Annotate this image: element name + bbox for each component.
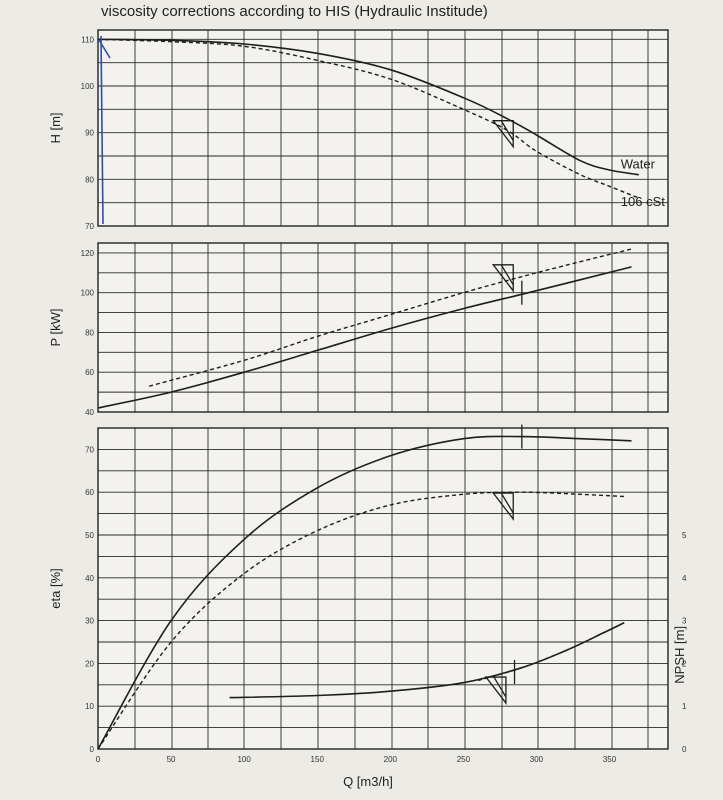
x-tick-label: 100 — [237, 755, 251, 764]
operating-point-triangle — [491, 120, 514, 149]
head-series-0-line — [97, 38, 639, 176]
y2-tick-label: 0 — [682, 745, 687, 754]
efficiency-y2-axis-title: NPSH [m] — [672, 626, 687, 684]
y2-tick-label: 3 — [682, 617, 687, 626]
y-tick-label: 0 — [90, 745, 95, 754]
x-axis-title: Q [m3/h] — [343, 774, 393, 789]
efficiency-series-3-line — [477, 622, 625, 682]
efficiency-series-0-line — [97, 435, 632, 750]
y2-tick-label: 2 — [682, 659, 687, 668]
x-tick-label: 50 — [167, 755, 176, 764]
pen-mark — [98, 35, 111, 225]
y-tick-label: 100 — [81, 289, 95, 298]
x-tick-label: 200 — [384, 755, 398, 764]
y-tick-label: 80 — [85, 328, 94, 337]
y-tick-label: 30 — [85, 617, 94, 626]
y-tick-label: 80 — [85, 175, 94, 184]
y-tick-label: 60 — [85, 488, 94, 497]
y-tick-label: 100 — [81, 82, 95, 91]
head-panel: 70 80 90 100 110 H [m] Water 106 cSt — [48, 29, 669, 231]
series-label: Water — [621, 157, 656, 172]
y-tick-label: 40 — [85, 408, 94, 417]
power-series-1-line — [149, 248, 632, 387]
y-tick-label: 90 — [85, 129, 94, 138]
x-tick-label: 150 — [311, 755, 325, 764]
y-tick-label: 10 — [85, 702, 94, 711]
y-tick-label: 40 — [85, 574, 94, 583]
y2-tick-label: 4 — [682, 574, 687, 583]
head-y-axis-title: H [m] — [48, 112, 63, 143]
x-tick-label: 300 — [530, 755, 544, 764]
operating-point-triangle — [491, 264, 514, 293]
power-y-axis-title: P [kW] — [48, 308, 63, 346]
operating-point-triangle — [484, 676, 507, 705]
chart-title: viscosity corrections according to HIS (… — [101, 3, 488, 20]
y-tick-label: 110 — [81, 35, 94, 44]
y-tick-label: 120 — [81, 249, 95, 258]
efficiency-plot-area — [97, 427, 669, 750]
x-tick-label: 350 — [603, 755, 617, 764]
efficiency-y-axis-title: eta [%] — [48, 568, 63, 608]
power-series-0-line — [97, 266, 632, 409]
x-tick-label: 250 — [457, 755, 471, 764]
y-tick-label: 50 — [85, 531, 94, 540]
series-label: 106 cSt — [621, 194, 665, 209]
y-tick-label: 20 — [85, 659, 94, 668]
y-tick-label: 60 — [85, 368, 94, 377]
head-plot-area — [97, 29, 669, 227]
y-tick-label: 70 — [85, 445, 94, 454]
power-plot-area — [97, 242, 669, 413]
operating-point-triangle — [491, 492, 514, 521]
y2-tick-label: 5 — [682, 531, 687, 540]
power-panel: 40 60 80 100 120 P [kW] — [48, 242, 669, 417]
x-tick-label: 0 — [96, 755, 101, 764]
efficiency-series-1-line — [97, 491, 625, 750]
y-tick-label: 70 — [85, 222, 94, 231]
y2-tick-label: 1 — [682, 702, 687, 711]
